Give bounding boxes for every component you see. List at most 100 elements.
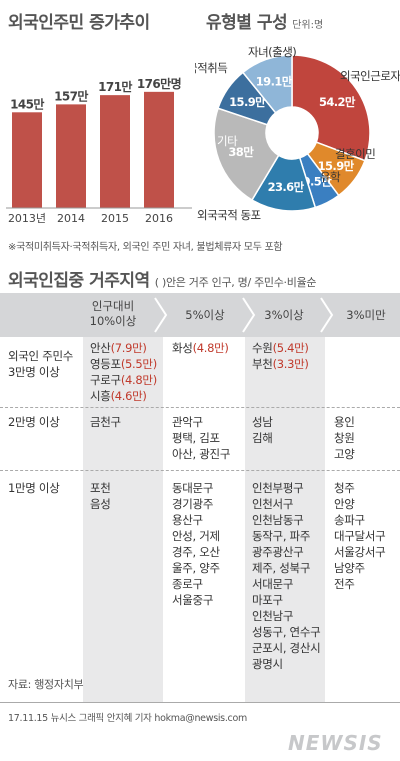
region-name: 고양 [334, 447, 355, 461]
pie-value-label: 23.6만 [268, 180, 305, 194]
region-name: 용인 [334, 415, 355, 429]
pie-value-label: 38만 [228, 145, 254, 159]
bar-value-label: 171만 [98, 79, 132, 94]
region-name: 서울중구 [172, 593, 214, 607]
region-name: 영등포 [90, 357, 121, 371]
table-subtitle: ( )안은 거주 인구, 명/ 주민수·비율순 [154, 276, 317, 289]
col-bg-10pct [83, 337, 163, 702]
region-name: 김해 [252, 431, 273, 445]
credit: 17.11.15 뉴시스 그래픽 안지혜 기자 hokma@newsis.com [8, 713, 247, 724]
region-name: 안성, 거제 [172, 529, 220, 543]
pie-category-label: 자녀(출생) [248, 45, 296, 59]
region-population: (5.5만) [120, 357, 157, 371]
pie-value-label: 54.2만 [319, 95, 356, 109]
region-name: 인천부평구 [252, 481, 304, 495]
region-population: (4.8만) [120, 373, 157, 387]
region-population: (4.6만) [110, 389, 147, 403]
region-name: 창원 [334, 431, 355, 445]
region-name: 성동구, 연수구 [252, 625, 321, 639]
region-name: 안양 [334, 497, 355, 511]
region-population: (5.4만) [272, 341, 309, 355]
region-name: 광명시 [252, 657, 283, 671]
pie-chart-unit: 단위:명 [292, 20, 324, 31]
region-name: 대구달서구 [334, 529, 386, 543]
region-name: 음성 [90, 497, 111, 511]
region-population: (7.9만) [110, 341, 147, 355]
table-title: 외국인집중 거주지역 [8, 271, 150, 291]
header-chevrons [154, 297, 334, 333]
chevron-right-icon [242, 297, 256, 333]
pie-category-label: 기타 [217, 134, 238, 148]
region-name: 인천서구 [252, 497, 294, 511]
region-name: 마포구 [252, 593, 283, 607]
cell-r3-5pct: 동대문구 경기광주 용산구 안성, 거제 경주, 오산 울주, 양주 종로구 서울중구 [172, 480, 220, 608]
region-name: 서울강서구 [334, 545, 386, 559]
bar-category-label: 2013년 [8, 212, 46, 225]
region-name: 인천남구 [252, 609, 294, 623]
region-name: 평택, 김포 [172, 431, 220, 445]
region-name: 송파구 [334, 513, 365, 527]
region-name: 포천 [90, 481, 111, 495]
bar-category-label: 2016 [145, 212, 173, 225]
bar-chart: 145만 2013년 157만 2014 171만 2015 176만명 2016 [6, 76, 192, 225]
region-name: 청주 [334, 481, 355, 495]
cell-r1-3pct: 수원(5.4만) 부천(3.3만) [252, 340, 309, 372]
region-name: 전주 [334, 577, 355, 591]
cell-r2-3pct: 성남 김해 [252, 414, 273, 446]
region-name: 남양주 [334, 561, 365, 575]
region-name: 부천 [252, 357, 273, 371]
chevron-right-icon [154, 297, 168, 333]
region-name: 구로구 [90, 373, 121, 387]
pie-slice [213, 107, 280, 201]
region-name: 경기광주 [172, 497, 214, 511]
region-name: 인천남동구 [252, 513, 304, 527]
pie-value-label: 15.9만 [318, 159, 355, 173]
row-label-10k: 1만명 이상 [8, 481, 60, 495]
bar-value-label: 145만 [10, 96, 44, 111]
pie-value-label: 19.1만 [256, 75, 293, 89]
region-name: 금천구 [90, 415, 121, 429]
region-name: 안산 [90, 341, 111, 355]
pie-category-label: 결혼이민 [335, 147, 375, 161]
pie-category-label: 유학 [320, 170, 341, 184]
table-heading: 외국인집중 거주지역 ( )안은 거주 인구, 명/ 주민수·비율순 [8, 266, 317, 291]
pie-slice [291, 54, 371, 162]
pie-category-label: 외국인근로자 [340, 69, 400, 83]
bar [56, 104, 86, 208]
header-10pct-line1: 인구대비 [91, 299, 135, 313]
region-name: 경주, 오산 [172, 545, 220, 559]
row-divider [0, 470, 400, 471]
bar-chart-title: 외국인주민 증가추이 [8, 13, 150, 33]
bar-value-label: 157만 [54, 88, 88, 103]
pie-category-label: 국적취득 [195, 61, 227, 75]
table-bottom-line [0, 702, 400, 703]
source-note: 자료: 행정자치부 [8, 678, 84, 691]
row-label-30k-line1: 외국인 주민수 [8, 349, 74, 363]
region-name: 종로구 [172, 577, 203, 591]
newsis-logo: NEWSIS [288, 731, 383, 755]
pie-value-label: 9.5만 [303, 175, 333, 189]
pie-chart-heading: 유형별 구성 단위:명 [206, 8, 323, 33]
header-10pct: 인구대비 10%이상 [78, 299, 148, 329]
region-name: 아산, 광진구 [172, 447, 231, 461]
row-label-20k: 2만명 이상 [8, 415, 60, 429]
header-10pct-line2: 10%이상 [89, 314, 137, 328]
pie-category-label: 외국국적 동포 [197, 208, 261, 222]
region-population: (4.8만) [192, 341, 229, 355]
cell-r1-5pct: 화성(4.8만) [172, 340, 229, 356]
pie-value-label: 15.9만 [229, 95, 266, 109]
row-label-30k: 외국인 주민수 3만명 이상 [8, 348, 73, 380]
region-name: 제주, 성북구 [252, 561, 311, 575]
table-header-bar [0, 293, 400, 337]
chevron-right-icon [320, 297, 334, 333]
bar [100, 95, 130, 208]
region-name: 관악구 [172, 415, 203, 429]
pie-slice [241, 54, 293, 114]
row-divider [0, 407, 400, 408]
bar [144, 91, 174, 208]
header-5pct: 5%이상 [185, 308, 225, 322]
bar [12, 112, 42, 208]
